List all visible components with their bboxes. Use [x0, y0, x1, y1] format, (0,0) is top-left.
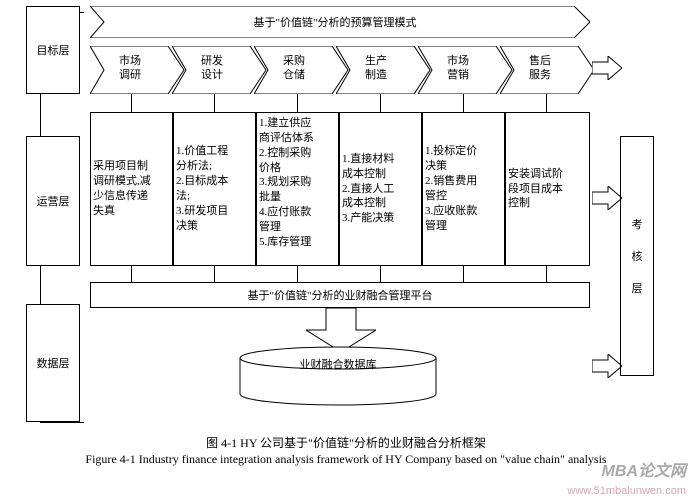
layer-label-goal-text: 目标层 — [37, 42, 70, 58]
layer-label-data: 数据层 — [26, 304, 80, 422]
chevron-3-label: 生产制造 — [346, 54, 406, 83]
connector-0 — [131, 94, 132, 112]
chevron-row: 市场调研 研发设计 采购仓储 生产制造 市场营销 售后服务 — [90, 46, 590, 94]
watermark-logo: MBA论文网 — [602, 457, 686, 481]
right-arrow-goal — [592, 56, 622, 80]
opbox-3-content: 1.直接材料成本控制2.直接人工成本控制3.产能决策 — [342, 152, 394, 226]
caption-english: Figure 4-1 Industry finance integration … — [0, 452, 692, 468]
chevron-market-research: 市场调研 — [90, 46, 180, 94]
layer-label-goal: 目标层 — [26, 6, 80, 94]
operation-boxes: 采用项目制调研模式,减少信息传递失真 1.价值工程分析法;2.目标成本法;3.研… — [90, 112, 590, 266]
connector-1 — [214, 94, 215, 112]
opbox-4-content: 1.投标定价决策2.销售费用管控3.应收账款管理 — [425, 144, 477, 233]
connector-b3 — [380, 266, 381, 282]
connector-5 — [546, 94, 547, 112]
connector-2 — [297, 94, 298, 112]
opbox-1-content: 1.价值工程分析法;2.目标成本法;3.研发项目决策 — [176, 144, 228, 233]
caption-chinese: 图 4-1 HY 公司基于"价值链"分析的业财融合分析框架 — [0, 434, 692, 451]
opbox-5-content: 安装调试阶段项目成本控制 — [508, 167, 563, 212]
platform-text: 基于"价值链"分析的业财融合管理平台 — [248, 287, 433, 303]
opbox-rd-design: 1.价值工程分析法;2.目标成本法;3.研发项目决策 — [173, 112, 256, 266]
down-arrow-icon — [306, 308, 376, 348]
connector-b4 — [463, 266, 464, 282]
layer-label-data-text: 数据层 — [37, 355, 70, 371]
outer-bottom-border — [40, 422, 84, 423]
connector-b0 — [131, 266, 132, 282]
chevron-0-label: 市场调研 — [100, 54, 160, 83]
opbox-marketing: 1.投标定价决策2.销售费用管控3.应收账款管理 — [422, 112, 505, 266]
connector-b1 — [214, 266, 215, 282]
database-cylinder: 业财融合数据库 — [238, 346, 438, 406]
chevron-manufacturing: 生产制造 — [336, 46, 426, 94]
right-arrow-operation — [592, 186, 622, 210]
connector-3 — [380, 94, 381, 112]
top-banner: 基于"价值链"分析的预算管理模式 — [90, 6, 590, 38]
right-arrow-data — [592, 354, 622, 378]
chevron-5-label: 售后服务 — [510, 54, 570, 83]
chevron-1-label: 研发设计 — [182, 54, 242, 83]
assessment-layer-box: 考 核 层 — [620, 136, 654, 376]
opbox-market-research: 采用项目制调研模式,减少信息传递失真 — [90, 112, 173, 266]
chevron-procurement: 采购仓储 — [254, 46, 344, 94]
chevron-2-label: 采购仓储 — [264, 54, 324, 83]
platform-bar: 基于"价值链"分析的业财融合管理平台 — [90, 282, 590, 308]
opbox-aftersales: 安装调试阶段项目成本控制 — [505, 112, 590, 266]
connector-b5 — [546, 266, 547, 282]
diagram-root: 目标层 运营层 数据层 基于"价值链"分析的预算管理模式 市场调研 研发设计 采… — [26, 6, 666, 422]
kaohe-char-0: 考 — [632, 216, 643, 232]
opbox-procurement: 1.建立供应商评估体系2.控制采购价格3.规划采购批量4.应付账款管理5.库存管… — [256, 112, 339, 266]
layer-label-operation: 运营层 — [26, 136, 80, 266]
chevron-marketing: 市场营销 — [418, 46, 508, 94]
top-banner-text: 基于"价值链"分析的预算管理模式 — [90, 6, 580, 38]
opbox-0-content: 采用项目制调研模式,减少信息传递失真 — [93, 159, 151, 218]
layer-label-operation-text: 运营层 — [37, 193, 70, 209]
opbox-2-content: 1.建立供应商评估体系2.控制采购价格3.规划采购批量4.应付账款管理5.库存管… — [259, 116, 336, 250]
chevron-rd-design: 研发设计 — [172, 46, 262, 94]
chevron-aftersales: 售后服务 — [500, 46, 590, 94]
connector-4 — [463, 94, 464, 112]
cylinder-label: 业财融合数据库 — [238, 356, 438, 372]
kaohe-char-2: 层 — [632, 280, 643, 296]
opbox-manufacturing: 1.直接材料成本控制2.直接人工成本控制3.产能决策 — [339, 112, 422, 266]
chevron-4-label: 市场营销 — [428, 54, 488, 83]
connector-b2 — [297, 266, 298, 282]
kaohe-char-1: 核 — [632, 248, 643, 264]
watermark-url: www.51mbalunwen.com — [567, 485, 686, 497]
